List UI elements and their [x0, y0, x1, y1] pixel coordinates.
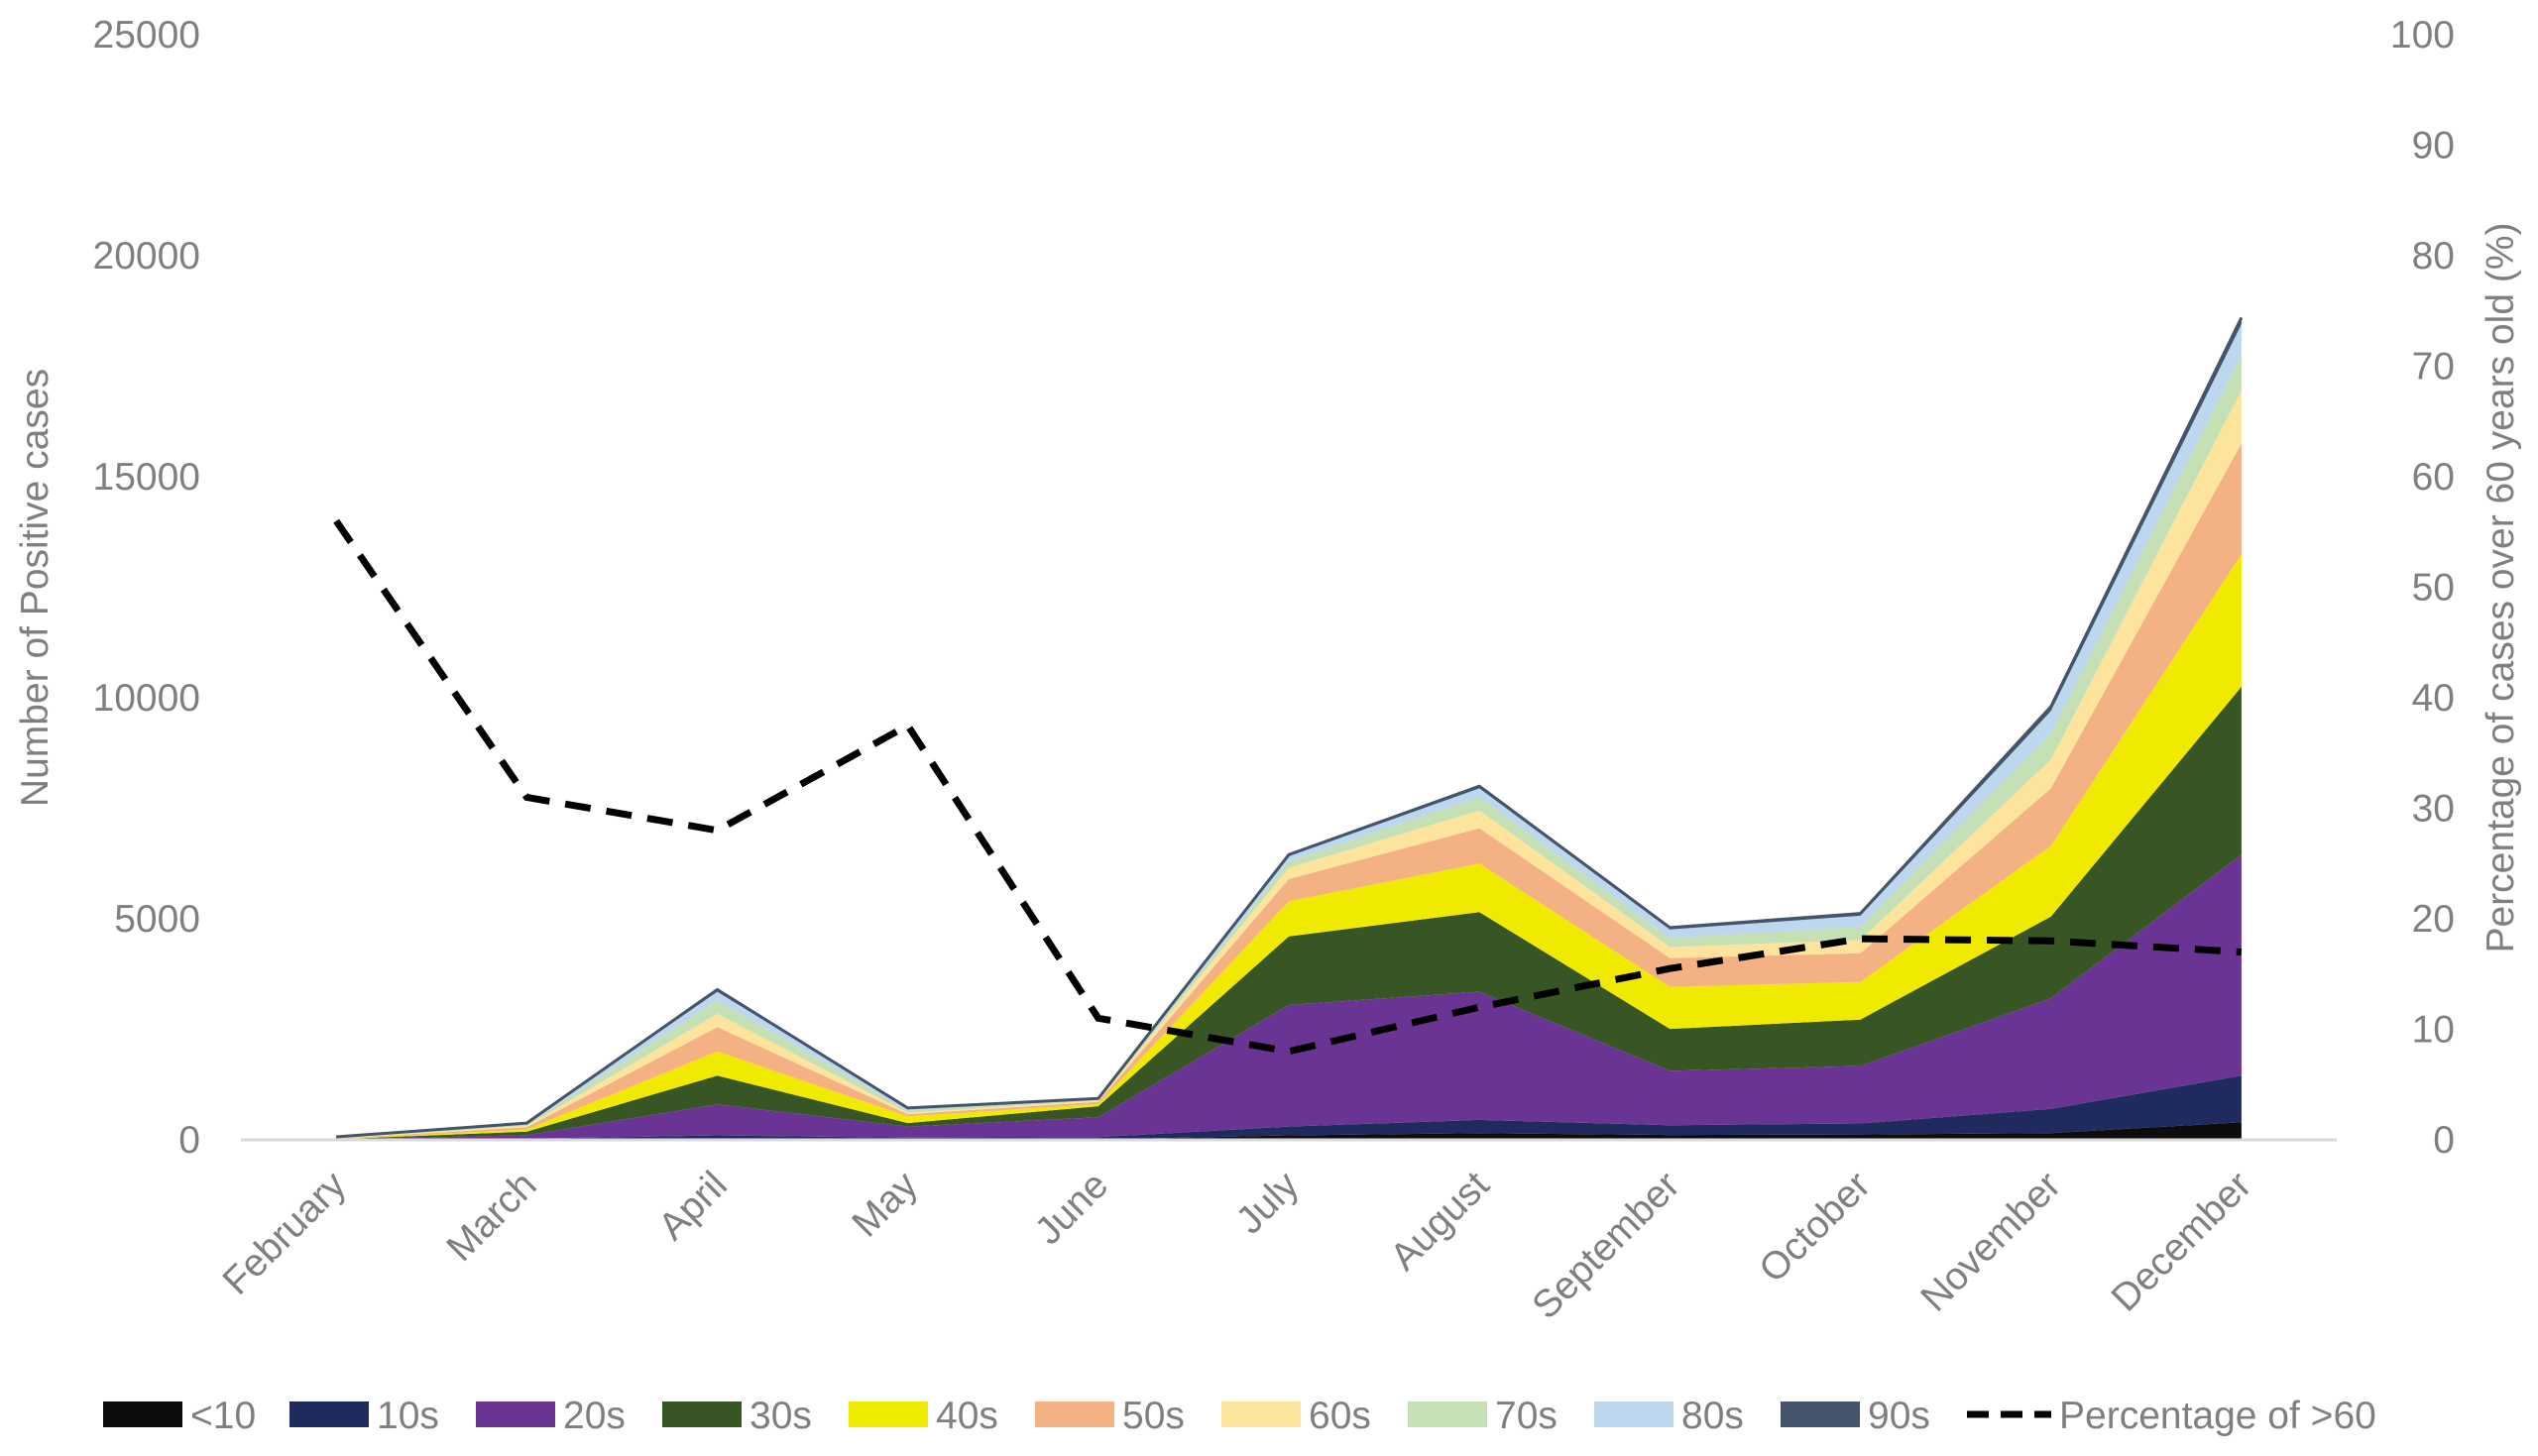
legend-swatch	[103, 1401, 182, 1427]
x-tick-label: May	[844, 1164, 926, 1246]
y-left-tick-label: 25000	[93, 14, 200, 56]
legend-label: 20s	[563, 1395, 626, 1437]
y-left-tick-label: 15000	[93, 456, 200, 499]
y-axis-left-ticks: 0 5000 10000 15000 20000 25000	[93, 14, 200, 1162]
y-axis-left-title: Number of Positive cases	[14, 369, 57, 807]
y-left-tick-label: 5000	[114, 898, 200, 941]
legend-swatch	[289, 1401, 369, 1427]
y-right-tick-label: 10	[2412, 1009, 2455, 1052]
legend-label: 40s	[936, 1395, 998, 1437]
y-right-tick-label: 100	[2390, 14, 2455, 56]
y-right-tick-label: 80	[2412, 235, 2455, 278]
legend-label: 10s	[377, 1395, 439, 1437]
legend-item-lt10: <10	[103, 1395, 256, 1437]
line-percentage-over-60	[333, 518, 2243, 1056]
legend-swatch	[1408, 1401, 1487, 1427]
x-tick-label: June	[1027, 1164, 1116, 1253]
area-70s	[336, 355, 2242, 1139]
area-top-outline	[335, 316, 2244, 1139]
area-40s	[336, 554, 2242, 1140]
x-axis-ticks: February March April May June July August Septe…	[215, 1164, 2260, 1328]
legend-label: 80s	[1681, 1395, 1744, 1437]
legend-swatch	[1035, 1401, 1114, 1427]
y-axis-right-ticks: 0 10 20 30 40 50 60 70 80 90 100	[2390, 14, 2455, 1162]
legend-label: 30s	[750, 1395, 812, 1437]
legend-item-30s: 30s	[662, 1395, 812, 1437]
y-left-tick-label: 10000	[93, 677, 200, 720]
y-left-tick-label: 20000	[93, 235, 200, 278]
area-50s	[336, 443, 2242, 1140]
x-tick-label: February	[215, 1164, 355, 1303]
legend-swatch	[662, 1401, 742, 1427]
legend-item-40s: 40s	[849, 1395, 998, 1437]
y-right-tick-label: 20	[2412, 898, 2455, 941]
legend-item-10s: 10s	[289, 1395, 439, 1437]
line-layer	[333, 518, 2243, 1056]
legend-swatch	[1221, 1401, 1301, 1427]
legend-swatch	[1594, 1401, 1673, 1427]
y-right-tick-label: 60	[2412, 456, 2455, 499]
y-right-tick-label: 50	[2412, 567, 2455, 610]
legend-item-80s: 80s	[1594, 1395, 1744, 1437]
x-tick-label: October	[1751, 1164, 1879, 1291]
y-right-tick-label: 0	[2433, 1119, 2455, 1162]
legend: <10 10s 20s 30s 40s 50s 60s 70s 80s 90s Percentage…	[103, 1395, 2376, 1437]
y-right-tick-label: 30	[2412, 788, 2455, 831]
area-30s	[336, 686, 2242, 1140]
legend-label: 90s	[1868, 1395, 1930, 1437]
area-20s	[336, 854, 2242, 1140]
areas-layer	[335, 316, 2244, 1140]
x-tick-label: November	[1912, 1164, 2069, 1320]
legend-label: 50s	[1122, 1395, 1185, 1437]
y-axis-right-title: Percentage of cases over 60 years old (%…	[2480, 222, 2522, 952]
legend-swatch	[1781, 1401, 1860, 1427]
legend-item-90s: 90s	[1781, 1395, 1930, 1437]
area-60s	[336, 391, 2242, 1139]
x-tick-label: July	[1228, 1164, 1308, 1243]
legend-item-50s: 50s	[1035, 1395, 1185, 1437]
legend-label: Percentage of >60	[2059, 1395, 2376, 1437]
legend-swatch	[476, 1401, 555, 1427]
x-tick-label: September	[1524, 1164, 1687, 1327]
legend-item-70s: 70s	[1408, 1395, 1557, 1437]
x-tick-label: March	[439, 1164, 545, 1270]
x-tick-label: April	[650, 1164, 736, 1249]
legend-label: 60s	[1309, 1395, 1371, 1437]
legend-label: 70s	[1495, 1395, 1557, 1437]
y-right-tick-label: 70	[2412, 346, 2455, 389]
x-tick-label: August	[1382, 1164, 1497, 1279]
legend-swatch	[849, 1401, 928, 1427]
area-lt10	[336, 1122, 2242, 1140]
y-right-tick-label: 40	[2412, 677, 2455, 720]
area-10s	[336, 1075, 2242, 1140]
legend-item-20s: 20s	[476, 1395, 626, 1437]
x-tick-label: December	[2104, 1164, 2260, 1320]
legend-label: <10	[190, 1395, 256, 1437]
y-left-tick-label: 0	[178, 1119, 200, 1162]
legend-item-percentage-of-gt60: Percentage of >60	[1967, 1395, 2376, 1437]
y-right-tick-label: 90	[2412, 125, 2455, 168]
legend-item-60s: 60s	[1221, 1395, 1371, 1437]
